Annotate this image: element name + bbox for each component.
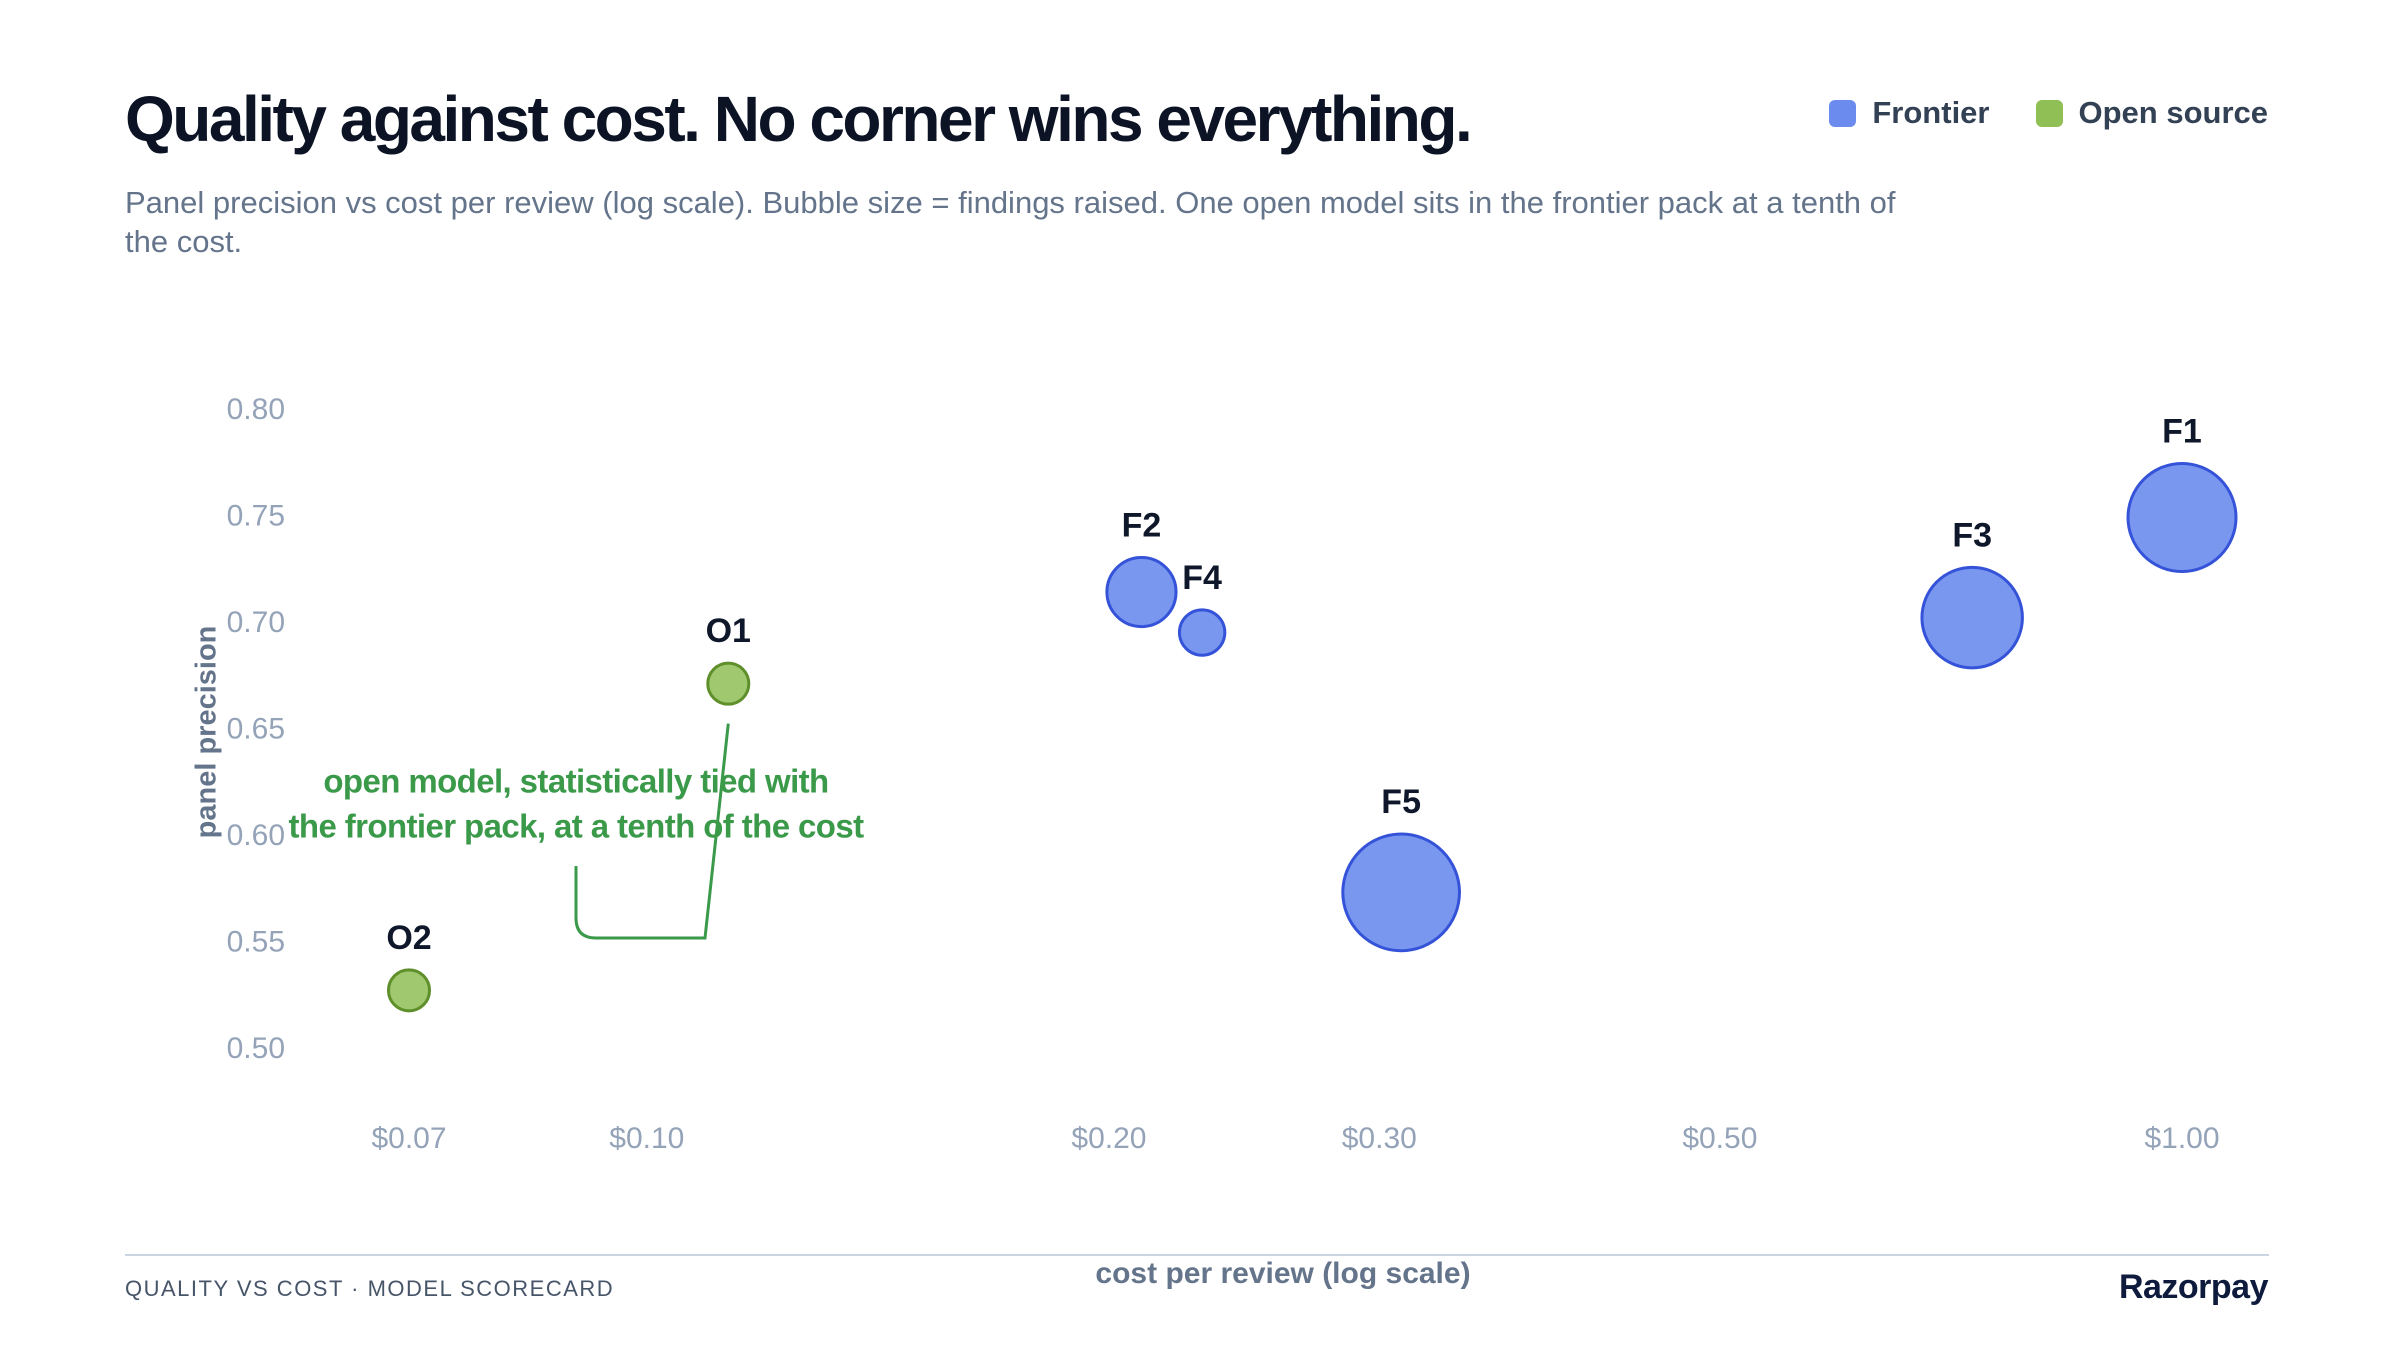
legend-item-frontier: Frontier: [1829, 95, 1990, 131]
legend-label-open-source: Open source: [2078, 95, 2269, 130]
legend: Frontier Open source: [1829, 95, 2268, 131]
y-axis-label: panel precision: [191, 626, 223, 839]
y-tick-label: 0.75: [227, 499, 285, 532]
bubble-label-o1: O1: [706, 612, 751, 650]
x-tick-label: $0.50: [1682, 1122, 1757, 1155]
x-tick-label: $0.07: [371, 1122, 446, 1155]
y-tick-label: 0.60: [227, 819, 285, 852]
bubble-f1: [2126, 462, 2238, 573]
annotation-text-line: the frontier pack, at a tenth of the cos…: [289, 808, 865, 845]
bubble-label-o2: O2: [386, 919, 431, 957]
y-tick-label: 0.80: [227, 393, 285, 426]
bubble-label-f2: F2: [1122, 506, 1162, 544]
legend-label-frontier: Frontier: [1872, 95, 1990, 130]
y-tick-label: 0.70: [227, 606, 285, 639]
bubble-label-f1: F1: [2162, 412, 2202, 450]
bubble-label-f3: F3: [1952, 516, 1992, 554]
brand-logo: Razorpay: [2118, 1268, 2269, 1306]
bubble-label-f4: F4: [1182, 559, 1222, 597]
annotation-connector: [574, 723, 730, 940]
bubble-o1: [706, 661, 751, 706]
legend-swatch-frontier: [1829, 99, 1857, 127]
legend-swatch-open-source: [2035, 99, 2063, 127]
chart-title: Quality against cost. No corner wins eve…: [125, 83, 1473, 155]
y-tick-label: 0.50: [227, 1032, 285, 1065]
footer-caption: QUALITY VS COST · MODEL SCORECARD: [125, 1276, 615, 1301]
chart-subtitle: Panel precision vs cost per review (log …: [125, 185, 1896, 259]
bubble-f4: [1177, 608, 1227, 657]
annotation-text-line: open model, statistically tied with: [323, 763, 828, 800]
x-tick-label: $0.10: [609, 1122, 684, 1155]
bubble-f5: [1341, 832, 1461, 953]
x-tick-label: $0.30: [1342, 1122, 1417, 1155]
bubble-f2: [1105, 555, 1178, 629]
y-tick-label: 0.65: [227, 712, 285, 745]
x-tick-label: $1.00: [2144, 1122, 2219, 1155]
y-tick-label: 0.55: [227, 925, 285, 958]
x-tick-label: $0.20: [1071, 1122, 1146, 1155]
bubble-o2: [386, 968, 432, 1013]
legend-item-open-source: Open source: [2035, 95, 2269, 131]
bubble-f3: [1920, 565, 2024, 670]
bubble-label-f5: F5: [1381, 783, 1421, 821]
x-axis-label: cost per review (log scale): [1095, 1257, 1470, 1290]
footer-divider: [125, 1254, 2269, 1256]
